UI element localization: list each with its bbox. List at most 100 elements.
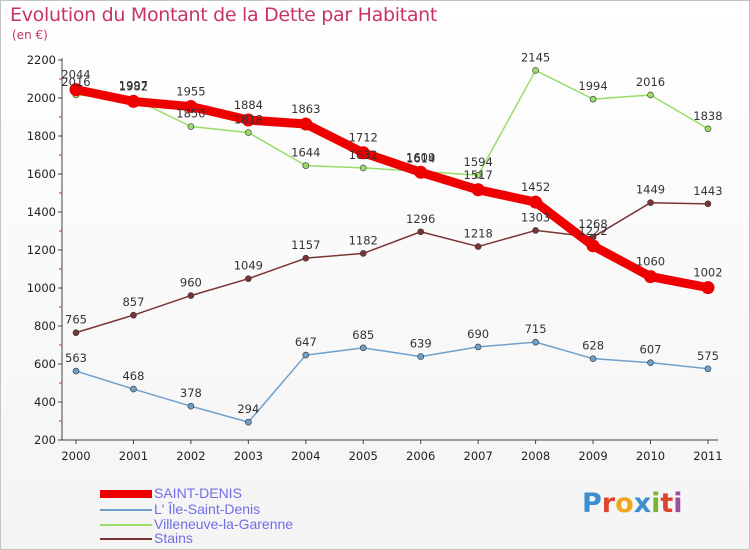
logo-letter: x: [633, 488, 652, 519]
legend-swatch-saint-denis: [100, 490, 152, 498]
x-tick-label-2004: 2004: [291, 449, 320, 463]
series-3-label-2002: 960: [180, 276, 202, 290]
series-2-point-2007: [474, 171, 482, 179]
series-0-label-2001: 1982: [119, 79, 148, 93]
chart-series: [69, 67, 715, 426]
series-0-label-2007: 1517: [464, 168, 493, 182]
series-3-point-2008: [532, 227, 539, 234]
series-2-label-2006: 1614: [406, 151, 435, 165]
series-0-label-2011: 1002: [693, 266, 722, 280]
logo-letter: P: [582, 488, 602, 519]
x-tick-label-2007: 2007: [464, 449, 493, 463]
series-2-label-2001: 1997: [119, 79, 148, 93]
series-0-label-2006: 1609: [406, 150, 435, 164]
series-0-label-2010: 1060: [636, 255, 665, 269]
series-1-point-2010: [647, 359, 654, 366]
series-3-point-2002: [187, 292, 195, 299]
series-3-point-2006: [417, 228, 425, 236]
series-3-label-2006: 1296: [406, 212, 435, 226]
series-1-label-2001: 468: [122, 369, 144, 383]
y-tick-label-200: 200: [34, 433, 56, 447]
series-line-2: [75, 69, 709, 176]
series-2-point-2003: [245, 129, 252, 136]
legend-label-villeneuve: Villeneuve-la-Garenne: [154, 516, 294, 532]
series-2-point-2005: [359, 164, 367, 172]
series-0-point-2004: [299, 117, 313, 131]
series-2-label-2002: 1850: [176, 107, 205, 121]
series-1-point-2007: [474, 343, 482, 351]
x-tick-label-2010: 2010: [636, 449, 665, 463]
series-0-point-2008: [529, 195, 543, 209]
series-3-label-2011: 1443: [693, 184, 722, 198]
series-1-point-2002: [187, 402, 195, 410]
logo-letter: r: [601, 488, 616, 519]
series-0-point-2009: [586, 239, 600, 253]
y-tick-label-2200: 2200: [27, 53, 56, 67]
series-2-label-2007: 1594: [464, 155, 493, 169]
series-1-label-2002: 378: [180, 386, 202, 400]
series-1-point-2006: [417, 353, 425, 360]
series-1-point-2009: [589, 355, 597, 362]
series-2-label-2011: 1838: [693, 109, 722, 123]
series-1-label-2004: 647: [295, 335, 317, 349]
series-1-point-2001: [130, 385, 137, 393]
series-3-point-2000: [72, 329, 80, 336]
series-2-point-2009: [589, 95, 597, 103]
series-1-point-2005: [359, 344, 367, 352]
x-tick-label-2006: 2006: [406, 449, 435, 463]
series-2-label-2000: 2016: [61, 75, 90, 89]
series-3-point-2011: [704, 200, 712, 208]
x-tick-label-2001: 2001: [119, 449, 148, 463]
series-1-label-2005: 685: [352, 328, 374, 342]
series-3-point-2001: [130, 311, 137, 319]
y-tick-label-1000: 1000: [27, 281, 56, 295]
series-3-label-2004: 1157: [291, 238, 320, 252]
series-0-label-2008: 1452: [521, 180, 550, 194]
series-0-point-2005: [356, 146, 370, 160]
series-3-label-2009: 1268: [578, 217, 607, 231]
series-0-point-2002: [184, 100, 198, 114]
legend-swatch-stains: [100, 538, 152, 540]
x-tick-label-2009: 2009: [578, 449, 607, 463]
series-2-label-2003: 1818: [234, 113, 263, 127]
logo-letter: i: [651, 488, 661, 519]
series-1-label-2003: 294: [237, 402, 259, 416]
series-1-label-2008: 715: [525, 322, 547, 336]
series-1-label-2009: 628: [582, 339, 604, 353]
legend-swatch-ile-saint-denis: [100, 509, 152, 511]
series-3-label-2005: 1182: [349, 233, 378, 247]
series-2-label-2008: 2145: [521, 50, 550, 64]
y-tick-label-800: 800: [34, 319, 56, 333]
series-0-point-2011: [701, 281, 715, 295]
x-tick-label-2003: 2003: [234, 449, 263, 463]
series-1-label-2007: 690: [467, 327, 489, 341]
legend-label-saint-denis: SAINT-DENIS: [154, 485, 242, 501]
series-0-point-2003: [241, 113, 255, 127]
series-0-point-2006: [414, 165, 428, 179]
proxiti-logo: Proxiti: [582, 488, 683, 519]
series-2-label-2010: 2016: [636, 75, 665, 89]
y-tick-label-1200: 1200: [27, 243, 56, 257]
x-tick-label-2002: 2002: [176, 449, 205, 463]
chart-axes: 200 400 600 800 1000 1200 1400 1600 1800 2000 2200…: [27, 53, 723, 463]
chart-title: Evolution du Montant de la Dette par Hab…: [10, 4, 438, 26]
series-0-label-2009: 1222: [578, 224, 607, 238]
series-1-point-2003: [245, 418, 252, 426]
series-2-label-2004: 1644: [291, 146, 320, 160]
series-2-label-2009: 1994: [578, 79, 607, 93]
x-tick-label-2005: 2005: [349, 449, 378, 463]
series-3-label-2010: 1449: [636, 183, 665, 197]
series-line-0: [71, 85, 713, 293]
x-tick-label-2000: 2000: [61, 449, 90, 463]
series-0-label-2005: 1712: [349, 131, 378, 145]
series-3-label-2007: 1218: [464, 227, 493, 241]
series-2-point-2004: [302, 162, 310, 169]
series-0-point-2001: [126, 94, 140, 108]
series-1-label-2011: 575: [697, 349, 719, 363]
series-2-point-2010: [647, 91, 654, 99]
logo-letter: i: [673, 488, 683, 519]
series-0-label-2004: 1863: [291, 102, 320, 116]
series-1-label-2000: 563: [65, 351, 87, 365]
legend-label-ile-saint-denis: L' Île-Saint-Denis: [154, 501, 261, 517]
